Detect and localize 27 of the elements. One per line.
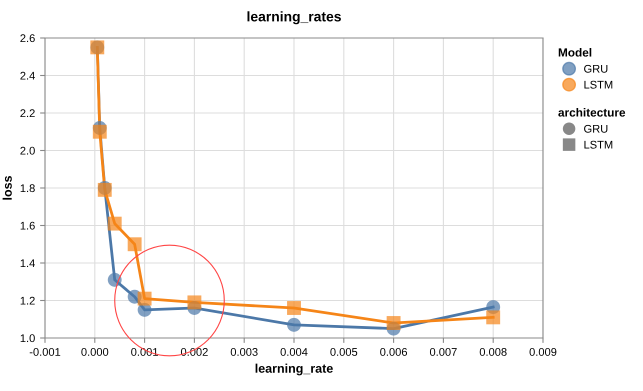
- y-tick-label: 2.4: [20, 72, 35, 80]
- x-tick-label: 0.004: [280, 348, 308, 356]
- x-tick-label: 0.008: [480, 348, 507, 356]
- text: architecture: [558, 108, 626, 117]
- y-tick-label: 2.6: [20, 34, 35, 42]
- y-tick-label: 1.2: [20, 296, 35, 305]
- x-tick-label: 0.006: [380, 348, 408, 356]
- y-tick-label: 1.6: [20, 222, 35, 230]
- x-tick-label: 0.003: [230, 348, 258, 356]
- y-tick-label: 1.0: [20, 334, 35, 342]
- y-tick-label: 2.2: [20, 109, 35, 118]
- x-tick-label: 0.000: [81, 348, 108, 356]
- chart-title: learning_rates: [248, 11, 341, 24]
- legend-label: GRU: [584, 64, 608, 73]
- legend-label: LSTM: [584, 80, 612, 89]
- x-tick-label: 0.007: [430, 348, 457, 356]
- x-axis-title: learning_rate: [256, 364, 333, 376]
- y-axis-title: loss: [2, 176, 12, 200]
- y-tick-label: 2.0: [20, 146, 35, 155]
- legend-title: Model: [558, 48, 592, 57]
- text: LSTM: [584, 140, 612, 149]
- text: GRU: [584, 124, 608, 133]
- x-tick-label: 0.005: [330, 348, 358, 356]
- y-tick-label: 1.8: [20, 184, 35, 192]
- y-tick-label: 1.4: [20, 259, 35, 268]
- x-tick-label: -0.001: [30, 348, 60, 356]
- x-tick-label: 0.009: [530, 348, 556, 356]
